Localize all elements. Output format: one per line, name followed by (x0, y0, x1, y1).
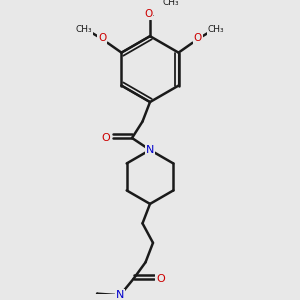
Text: CH₃: CH₃ (163, 0, 179, 7)
Text: O: O (102, 133, 110, 143)
Text: N: N (116, 290, 124, 300)
Text: N: N (146, 145, 154, 155)
Text: CH₃: CH₃ (208, 26, 224, 34)
Text: O: O (144, 9, 153, 19)
Text: O: O (98, 33, 106, 43)
Text: CH₃: CH₃ (76, 26, 92, 34)
Text: O: O (194, 33, 202, 43)
Text: O: O (156, 274, 165, 284)
